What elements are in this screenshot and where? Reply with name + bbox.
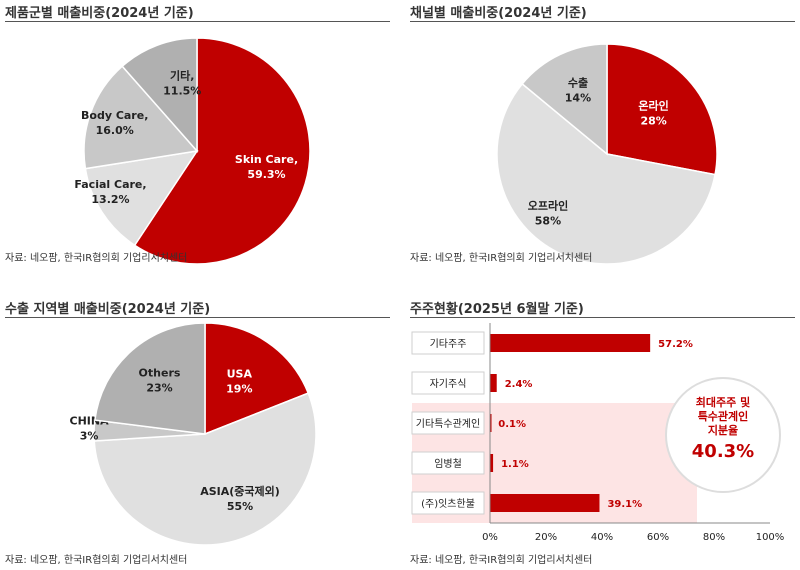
category-label: 기타주주 — [430, 338, 467, 350]
slice-value: 23% — [146, 381, 172, 394]
category-label: 기타특수관계인 — [416, 418, 480, 430]
callout-value: 40.3% — [692, 441, 754, 462]
pie-chart-product: Skin Care, 59.3% Facial Care, 13.2% Body Car… — [74, 37, 311, 265]
x-tick-label: 80% — [703, 532, 725, 543]
chart-title: 수출 지역별 매출비중(2024년 기준) — [5, 302, 211, 317]
category-label: 자기주식 — [430, 378, 467, 390]
callout-text: 최대주주 및 — [696, 395, 750, 409]
slice-label: 온라인 — [638, 98, 668, 112]
slice-value: 11.5% — [163, 84, 201, 97]
slice-value: 28% — [640, 114, 666, 127]
chart-title: 주주현황(2025년 6월말 기준) — [410, 302, 584, 317]
category-box — [411, 371, 485, 395]
pie-slice — [84, 149, 199, 247]
slice-value: 58% — [535, 215, 561, 228]
slice-value: 59.3% — [247, 168, 285, 181]
slice-value: 19% — [226, 383, 252, 396]
category-label: 임병철 — [434, 457, 462, 470]
callout-circle — [665, 377, 781, 493]
pie-chart-channel: 온라인 28% 오프라인 58% 수출 14% — [496, 43, 718, 265]
pie-slice — [521, 43, 608, 156]
x-tick-label: 20% — [535, 532, 557, 543]
bar — [490, 374, 497, 392]
category-box — [411, 331, 485, 355]
x-tick-label: 0% — [482, 532, 498, 543]
pie-slice — [606, 43, 718, 176]
bar — [490, 454, 494, 472]
bar — [490, 414, 492, 432]
pie-slice — [204, 322, 310, 436]
chart-title: 채널별 매출비중(2024년 기준) — [410, 6, 587, 21]
title-rule — [410, 21, 795, 22]
bar-value-label: 57.2% — [658, 339, 693, 350]
source-note: 자료: 네오팜, 한국IR협의회 기업리서치센터 — [5, 253, 188, 264]
slice-value: 13.2% — [91, 193, 129, 206]
bar-value-label: 1.1% — [501, 459, 529, 470]
slice-label: 기타, — [170, 68, 194, 82]
x-tick-label: 100% — [756, 532, 785, 543]
slice-value: 14% — [565, 91, 591, 104]
slice-label: Body Care, — [81, 109, 148, 122]
title-rule — [410, 317, 795, 318]
category-label: (주)잇츠한불 — [421, 498, 475, 510]
pie-slice — [133, 37, 311, 265]
category-box — [411, 491, 485, 515]
chart-title: 제품군별 매출비중(2024년 기준) — [5, 6, 194, 21]
source-note: 자료: 네오팜, 한국IR협의회 기업리서치센터 — [5, 555, 188, 566]
pie-slice — [93, 392, 317, 546]
callout-text: 지분율 — [708, 423, 738, 437]
slice-value: 16.0% — [96, 124, 134, 137]
bar-value-label: 2.4% — [505, 379, 533, 390]
source-note: 자료: 네오팜, 한국IR협의회 기업리서치센터 — [410, 253, 593, 264]
slice-value: 55% — [227, 500, 253, 513]
category-box — [411, 411, 485, 435]
x-tick-label: 40% — [591, 532, 613, 543]
slice-label: Facial Care, — [74, 178, 146, 191]
bar — [490, 494, 600, 512]
bar-value-label: 0.1% — [498, 419, 526, 430]
slice-label: 오프라인 — [528, 199, 568, 213]
callout-text: 특수관계인 — [698, 409, 749, 423]
pie-slice — [94, 322, 206, 435]
pie-slice — [83, 65, 199, 170]
slice-value: 3% — [80, 430, 99, 443]
bar — [490, 334, 651, 352]
slice-label: USA — [227, 368, 253, 381]
slice-label: 수출 — [568, 75, 588, 89]
title-rule — [5, 317, 390, 318]
pie-slice — [121, 37, 198, 153]
source-note: 자료: 네오팜, 한국IR협의회 기업리서치센터 — [410, 555, 593, 566]
slice-label: ASIA(중국제외) — [200, 484, 280, 498]
bar-chart-shareholders: 기타주주 57.2% 자기주식 2.4% 기타특수관계인 0.1% 임병철 1.1% (주)잇츠… — [411, 323, 785, 543]
slice-label: Others — [139, 366, 181, 379]
title-rule — [5, 21, 390, 22]
x-tick-label: 60% — [647, 532, 669, 543]
bar-value-label: 39.1% — [607, 499, 642, 510]
slice-label: Skin Care, — [235, 153, 298, 166]
pie-slice — [496, 82, 716, 265]
category-box — [411, 451, 485, 475]
